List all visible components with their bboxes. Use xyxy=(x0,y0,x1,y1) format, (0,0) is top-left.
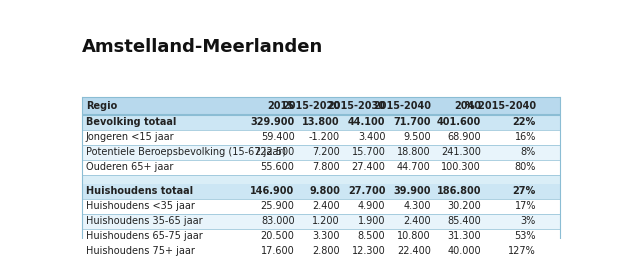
Bar xyxy=(82,184,561,199)
Text: 17%: 17% xyxy=(515,201,536,211)
Bar xyxy=(82,229,561,244)
Text: Huishoudens <35 jaar: Huishoudens <35 jaar xyxy=(86,201,194,211)
Bar xyxy=(82,259,561,268)
Text: Bevolking totaal: Bevolking totaal xyxy=(86,117,176,127)
Text: 27.700: 27.700 xyxy=(348,186,386,196)
Text: 9.500: 9.500 xyxy=(403,132,431,142)
Text: 55.600: 55.600 xyxy=(261,162,295,172)
Text: 10.800: 10.800 xyxy=(397,231,431,241)
Bar xyxy=(82,160,561,175)
Text: 2015-2040: 2015-2040 xyxy=(373,101,431,111)
Text: 186.800: 186.800 xyxy=(436,186,481,196)
Text: 68.900: 68.900 xyxy=(448,132,481,142)
Text: 71.700: 71.700 xyxy=(393,117,431,127)
Text: 8%: 8% xyxy=(521,147,536,157)
Text: 2015: 2015 xyxy=(268,101,295,111)
Text: 59.400: 59.400 xyxy=(261,132,295,142)
Text: Huishoudens totaal: Huishoudens totaal xyxy=(86,186,192,196)
Text: 85.400: 85.400 xyxy=(447,216,481,226)
Text: 80%: 80% xyxy=(515,162,536,172)
Text: 27.400: 27.400 xyxy=(352,162,386,172)
Text: Ouderen 65+ jaar: Ouderen 65+ jaar xyxy=(86,162,173,172)
Bar xyxy=(82,175,561,184)
Text: % 2015-2040: % 2015-2040 xyxy=(465,101,536,111)
Text: 401.600: 401.600 xyxy=(437,117,481,127)
Bar xyxy=(82,199,561,214)
Text: 2.400: 2.400 xyxy=(312,201,340,211)
Text: 30.200: 30.200 xyxy=(447,201,481,211)
Text: 241.300: 241.300 xyxy=(441,147,481,157)
Text: 83.000: 83.000 xyxy=(261,216,295,226)
Text: Amstelland-Meerlanden: Amstelland-Meerlanden xyxy=(82,38,324,56)
Bar xyxy=(82,130,561,145)
Text: 146.900: 146.900 xyxy=(250,186,295,196)
Text: 40.000: 40.000 xyxy=(448,246,481,256)
Text: 222.500: 222.500 xyxy=(255,147,295,157)
Bar xyxy=(82,145,561,160)
Text: 25.900: 25.900 xyxy=(261,201,295,211)
Text: 16%: 16% xyxy=(515,132,536,142)
Text: 20.500: 20.500 xyxy=(261,231,295,241)
Bar xyxy=(82,97,561,115)
Text: 4.900: 4.900 xyxy=(358,201,386,211)
Text: 13.800: 13.800 xyxy=(302,117,340,127)
Text: 3.300: 3.300 xyxy=(312,231,340,241)
Text: 22%: 22% xyxy=(513,117,536,127)
Text: 53%: 53% xyxy=(515,231,536,241)
Text: Potentiele Beroepsbevolking (15-67 jaar): Potentiele Beroepsbevolking (15-67 jaar) xyxy=(86,147,286,157)
Text: 2015-2030: 2015-2030 xyxy=(327,101,386,111)
Text: Huishoudens 35-65 jaar: Huishoudens 35-65 jaar xyxy=(86,216,203,226)
Text: 8.500: 8.500 xyxy=(358,231,386,241)
Text: 127%: 127% xyxy=(508,246,536,256)
Text: 2.400: 2.400 xyxy=(403,216,431,226)
Text: 1.200: 1.200 xyxy=(312,216,340,226)
Text: 329.900: 329.900 xyxy=(250,117,295,127)
Text: 17.600: 17.600 xyxy=(261,246,295,256)
Text: 22.400: 22.400 xyxy=(397,246,431,256)
Text: 4.300: 4.300 xyxy=(403,201,431,211)
Text: 9.800: 9.800 xyxy=(309,186,340,196)
Text: 2.800: 2.800 xyxy=(312,246,340,256)
Text: 39.900: 39.900 xyxy=(393,186,431,196)
Text: -1.200: -1.200 xyxy=(309,132,340,142)
Text: Huishoudens 65-75 jaar: Huishoudens 65-75 jaar xyxy=(86,231,203,241)
Text: 15.700: 15.700 xyxy=(352,147,386,157)
Text: 7.200: 7.200 xyxy=(312,147,340,157)
Text: 7.800: 7.800 xyxy=(312,162,340,172)
Text: 44.700: 44.700 xyxy=(397,162,431,172)
Bar xyxy=(82,214,561,229)
Text: 2015-2020: 2015-2020 xyxy=(282,101,340,111)
Bar xyxy=(82,244,561,259)
Text: 3%: 3% xyxy=(521,216,536,226)
Text: 44.100: 44.100 xyxy=(348,117,386,127)
Text: Regio: Regio xyxy=(86,101,117,111)
Bar xyxy=(82,115,561,130)
Text: 3.400: 3.400 xyxy=(358,132,386,142)
Text: Huishoudens 75+ jaar: Huishoudens 75+ jaar xyxy=(86,246,194,256)
Text: 2040: 2040 xyxy=(454,101,481,111)
Text: 100.300: 100.300 xyxy=(441,162,481,172)
Text: 31.300: 31.300 xyxy=(448,231,481,241)
Text: Jongeren <15 jaar: Jongeren <15 jaar xyxy=(86,132,174,142)
Text: 18.800: 18.800 xyxy=(397,147,431,157)
Text: 12.300: 12.300 xyxy=(352,246,386,256)
Text: 1.900: 1.900 xyxy=(358,216,386,226)
Text: 27%: 27% xyxy=(513,186,536,196)
